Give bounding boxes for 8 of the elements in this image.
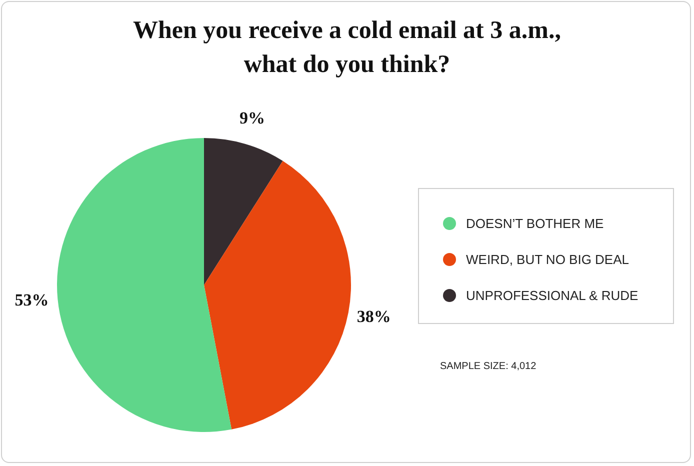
data-label: 53% xyxy=(14,290,49,310)
data-label: 38% xyxy=(356,306,391,326)
legend-label: WEIRD, BUT NO BIG DEAL xyxy=(466,252,630,266)
legend-label: UNPROFESSIONAL & RUDE xyxy=(466,288,638,302)
data-label: 9% xyxy=(240,108,266,128)
chart-title: When you receive a cold email at 3 a.m., what do you think? xyxy=(132,16,562,80)
legend-label: DOESN’T BOTHER ME xyxy=(466,216,604,230)
text: SAMPLE SIZE: 4,012 xyxy=(440,361,536,372)
